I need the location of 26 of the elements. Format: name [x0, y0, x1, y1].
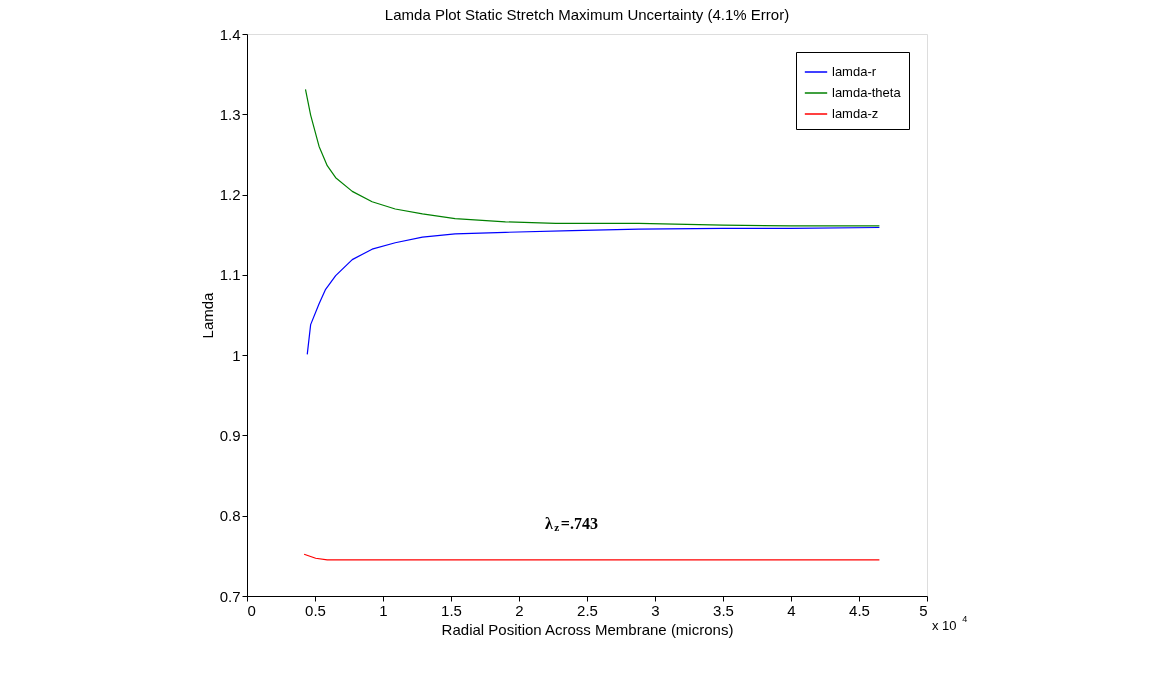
x-tick-label: 0.5 — [305, 601, 326, 619]
y-tick-label: 1.1 — [219, 266, 241, 284]
x-tick-label: 3.5 — [713, 601, 734, 619]
x-tick-label: 4.5 — [849, 601, 870, 619]
y-tick-label: 1 — [232, 346, 241, 364]
y-tick-label: 1.2 — [219, 186, 241, 204]
y-tick-label: 1.3 — [219, 105, 241, 123]
chart-title: Lamda Plot Static Stretch Maximum Uncertainty (4.1% Error) — [384, 6, 790, 23]
x-tick-label: 3 — [651, 601, 660, 619]
x-axis-title: Radial Position Across Membrane (microns) — [441, 620, 734, 638]
x-tick-label: 1 — [379, 601, 388, 619]
line-series — [306, 226, 880, 355]
x-tick-label: 5 — [919, 601, 928, 619]
y-tick-label: 0.9 — [219, 426, 241, 444]
x-tick-label: 4 — [787, 601, 796, 619]
legend-label: lamda-z — [832, 106, 879, 121]
y-axis-title: Lamda — [198, 291, 216, 339]
legend-label: lamda-theta — [832, 85, 902, 100]
x-tick-label: 0 — [247, 601, 256, 619]
x-tick-label: 2.5 — [577, 601, 598, 619]
x-tick-label: 2 — [515, 601, 524, 619]
y-tick-label: 0.7 — [219, 587, 241, 605]
y-tick-label: 0.8 — [219, 507, 241, 525]
y-tick-label: 1.4 — [219, 25, 241, 43]
legend-label: lamda-r — [832, 64, 877, 79]
x-tick-label: 1.5 — [441, 601, 462, 619]
